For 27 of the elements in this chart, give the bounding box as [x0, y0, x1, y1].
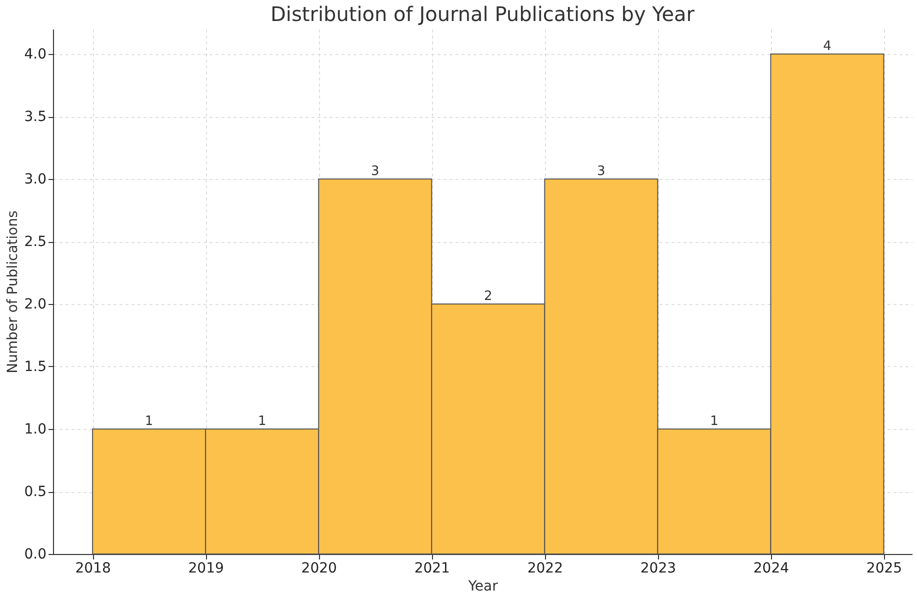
y-tick-label: 2.0 [24, 296, 46, 312]
y-tick-label: 3.0 [24, 172, 46, 188]
data-label: 1 [710, 414, 718, 429]
x-tick-label: 2018 [75, 560, 111, 576]
data-label: 1 [258, 414, 266, 429]
y-tick-label: 2.5 [24, 234, 46, 250]
x-tick-label: 2020 [301, 560, 337, 576]
y-tick-label: 1.5 [24, 359, 46, 375]
x-tick-label: 2021 [414, 560, 450, 576]
data-label: 3 [370, 164, 380, 179]
chart-title: Distribution of Journal Publications by Year [270, 2, 696, 26]
x-tick-label: 2025 [866, 560, 902, 576]
x-tick-label: 2024 [753, 560, 790, 576]
y-axis-title: Number of Publications [5, 210, 22, 374]
data-label: 1 [144, 414, 154, 429]
y-tick-label: 3.5 [24, 109, 46, 125]
y-tick-label: 1.0 [24, 422, 46, 438]
data-label: 3 [597, 164, 606, 179]
y-tick-label: 4.0 [24, 46, 46, 62]
x-tick-label: 2023 [640, 560, 676, 576]
y-tick-label: 0.5 [24, 484, 46, 500]
data-label: 2 [484, 289, 492, 304]
data-label: 4 [823, 39, 832, 54]
x-tick-label: 2019 [188, 560, 224, 576]
x-axis-title: Year [467, 578, 498, 594]
x-tick-label: 2022 [527, 560, 563, 576]
y-tick-label: 0.0 [24, 546, 46, 562]
